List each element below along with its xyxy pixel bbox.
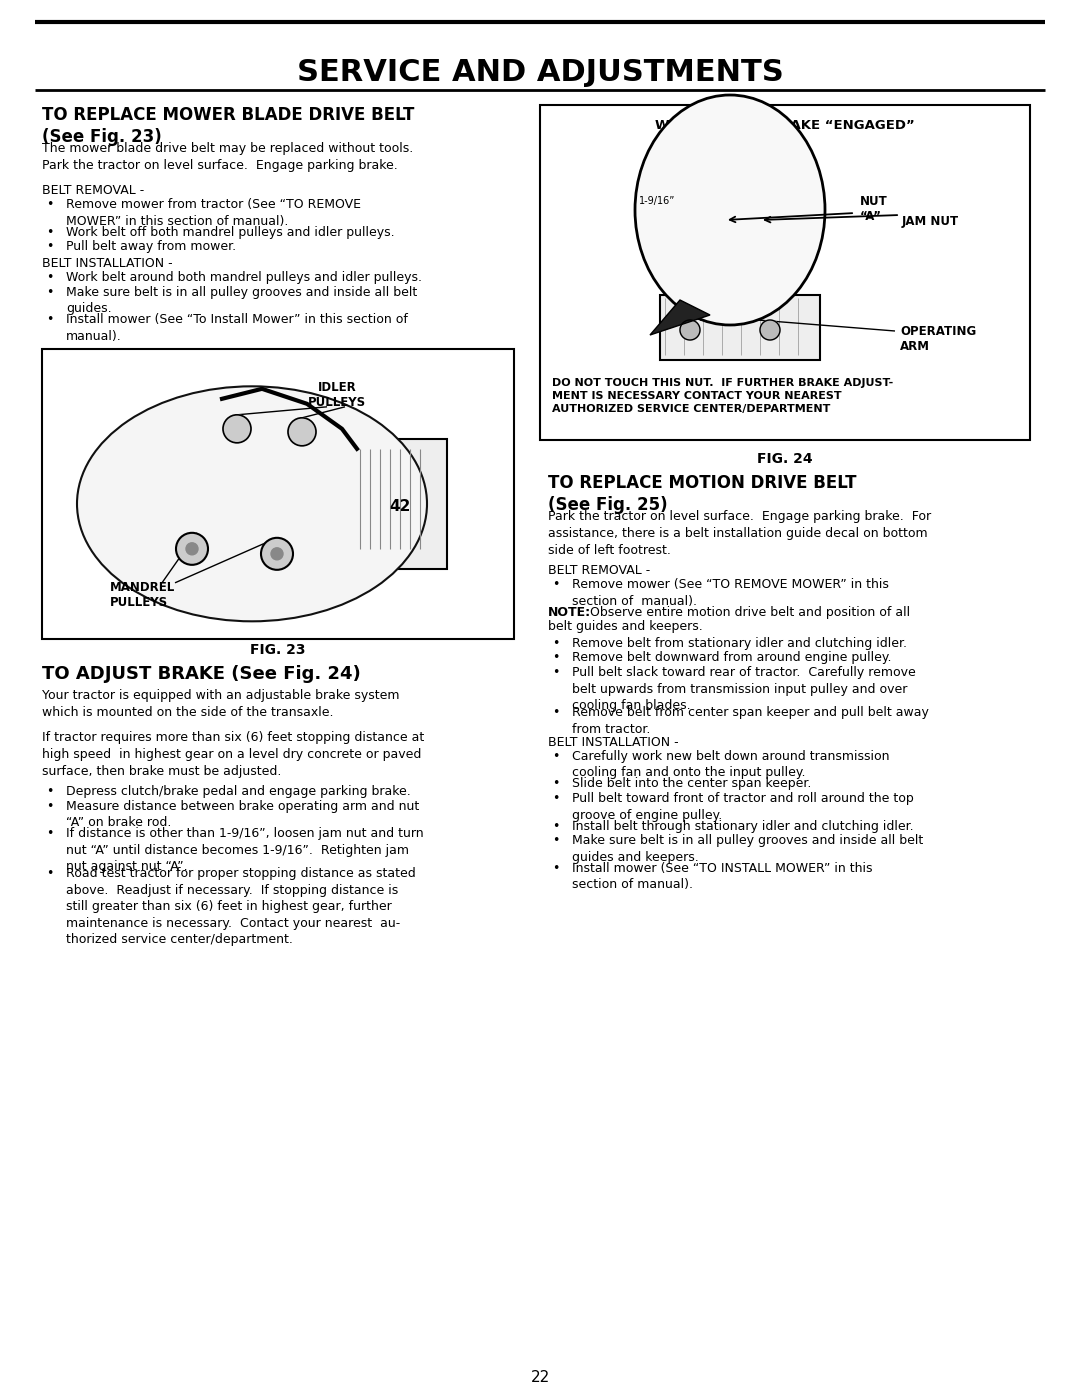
Text: Make sure belt is in all pulley grooves and inside all belt
guides and keepers.: Make sure belt is in all pulley grooves …	[572, 834, 923, 863]
Text: DO NOT TOUCH THIS NUT.  IF FURTHER BRAKE ADJUST-
MENT IS NECESSARY CONTACT YOUR : DO NOT TOUCH THIS NUT. IF FURTHER BRAKE …	[552, 379, 893, 414]
Circle shape	[680, 320, 700, 339]
Text: BELT INSTALLATION -: BELT INSTALLATION -	[548, 736, 678, 749]
Text: •: •	[552, 578, 559, 591]
Text: Road test tractor for proper stopping distance as stated
above.  Readjust if nec: Road test tractor for proper stopping di…	[66, 868, 416, 946]
Circle shape	[222, 415, 251, 443]
Text: Install mower (See “To Install Mower” in this section of
manual).: Install mower (See “To Install Mower” in…	[66, 313, 408, 342]
Bar	[540, 105, 1030, 440]
Text: OPERATING
ARM: OPERATING ARM	[900, 326, 976, 353]
Text: Pull belt away from mower.: Pull belt away from mower.	[66, 240, 237, 253]
Polygon shape	[700, 305, 755, 320]
Text: WITH PARKING BRAKE “ENGAGED”: WITH PARKING BRAKE “ENGAGED”	[656, 119, 915, 131]
Text: Remove belt downward from around engine pulley.: Remove belt downward from around engine …	[572, 651, 891, 664]
Text: MANDREL
PULLEYS: MANDREL PULLEYS	[110, 581, 175, 609]
Text: TO REPLACE MOTION DRIVE BELT
(See Fig. 25): TO REPLACE MOTION DRIVE BELT (See Fig. 2…	[548, 474, 856, 514]
Text: •: •	[552, 834, 559, 848]
Text: •: •	[46, 313, 53, 327]
Bar	[360, 531, 378, 549]
Text: Make sure belt is in all pulley grooves and inside all belt
guides.: Make sure belt is in all pulley grooves …	[66, 286, 417, 316]
Text: •: •	[552, 666, 559, 679]
Text: •: •	[46, 225, 53, 239]
Text: •: •	[552, 820, 559, 833]
Text: Slide belt into the center span keeper.: Slide belt into the center span keeper.	[572, 777, 811, 791]
Text: •: •	[552, 637, 559, 650]
Text: •: •	[46, 785, 53, 798]
Circle shape	[288, 418, 316, 446]
Bar	[660, 295, 820, 360]
Text: Park the tractor on level surface.  Engage parking brake.  For
assistance, there: Park the tractor on level surface. Engag…	[548, 510, 931, 557]
Circle shape	[176, 532, 208, 564]
Circle shape	[271, 548, 283, 560]
Text: Work belt off both mandrel pulleys and idler pulleys.: Work belt off both mandrel pulleys and i…	[66, 225, 394, 239]
Text: BELT REMOVAL -: BELT REMOVAL -	[548, 564, 650, 577]
Bar	[42, 349, 514, 638]
Text: Work belt around both mandrel pulleys and idler pulleys.: Work belt around both mandrel pulleys an…	[66, 271, 422, 284]
Text: Pull belt toward front of tractor and roll around the top
groove of engine pulle: Pull belt toward front of tractor and ro…	[572, 792, 914, 821]
Text: IDLER
PULLEYS: IDLER PULLEYS	[308, 381, 366, 409]
Text: Depress clutch/brake pedal and engage parking brake.: Depress clutch/brake pedal and engage pa…	[66, 785, 410, 798]
Text: •: •	[46, 868, 53, 880]
Text: TO REPLACE MOWER BLADE DRIVE BELT
(See Fig. 23): TO REPLACE MOWER BLADE DRIVE BELT (See F…	[42, 106, 415, 147]
Text: •: •	[46, 198, 53, 211]
Text: •: •	[46, 799, 53, 813]
Text: •: •	[552, 777, 559, 791]
Text: 1-9/16”: 1-9/16”	[638, 196, 675, 205]
Circle shape	[760, 320, 780, 339]
Text: FIG. 24: FIG. 24	[757, 453, 813, 467]
Text: •: •	[46, 286, 53, 299]
Text: Measure distance between brake operating arm and nut
“A” on brake rod.: Measure distance between brake operating…	[66, 799, 419, 828]
Text: TO ADJUST BRAKE (See Fig. 24): TO ADJUST BRAKE (See Fig. 24)	[42, 665, 361, 683]
Text: 22: 22	[530, 1370, 550, 1384]
Text: JAM NUT: JAM NUT	[902, 215, 959, 228]
Text: Your tractor is equipped with an adjustable brake system
which is mounted on the: Your tractor is equipped with an adjusta…	[42, 689, 400, 719]
Text: •: •	[46, 271, 53, 284]
Text: BELT INSTALLATION -: BELT INSTALLATION -	[42, 257, 173, 270]
Text: Install mower (See “TO INSTALL MOWER” in this
section of manual).: Install mower (See “TO INSTALL MOWER” in…	[572, 862, 873, 891]
Ellipse shape	[635, 95, 825, 326]
Text: •: •	[552, 862, 559, 875]
Text: 42: 42	[389, 499, 410, 514]
Polygon shape	[650, 300, 710, 335]
Text: The mower blade drive belt may be replaced without tools.
Park the tractor on le: The mower blade drive belt may be replac…	[42, 142, 414, 172]
Text: Remove mower (See “TO REMOVE MOWER” in this
section of  manual).: Remove mower (See “TO REMOVE MOWER” in t…	[572, 578, 889, 608]
Text: SERVICE AND ADJUSTMENTS: SERVICE AND ADJUSTMENTS	[297, 59, 783, 87]
Bar	[222, 474, 297, 553]
Text: Remove belt from center span keeper and pull belt away
from tractor.: Remove belt from center span keeper and …	[572, 707, 929, 736]
Text: Observe entire motion drive belt and position of all: Observe entire motion drive belt and pos…	[586, 605, 910, 619]
Ellipse shape	[77, 387, 427, 622]
Text: FIG. 23: FIG. 23	[251, 643, 306, 657]
Text: Carefully work new belt down around transmission
cooling fan and onto the input : Carefully work new belt down around tran…	[572, 750, 890, 780]
Text: NUT
“A”: NUT “A”	[860, 196, 888, 224]
Circle shape	[186, 543, 198, 555]
Text: If distance is other than 1-9/16”, loosen jam nut and turn
nut “A” until distanc: If distance is other than 1-9/16”, loose…	[66, 827, 423, 873]
Bar	[357, 439, 447, 569]
Bar	[720, 205, 740, 235]
Bar	[360, 441, 378, 460]
Text: Remove belt from stationary idler and clutching idler.: Remove belt from stationary idler and cl…	[572, 637, 907, 650]
Text: If tractor requires more than six (6) feet stopping distance at
high speed  in h: If tractor requires more than six (6) fe…	[42, 731, 424, 778]
Text: belt guides and keepers.: belt guides and keepers.	[548, 619, 703, 633]
Text: •: •	[46, 827, 53, 840]
Circle shape	[261, 538, 293, 570]
Bar	[750, 210, 778, 231]
Text: NOTE:: NOTE:	[548, 605, 591, 619]
Text: BELT REMOVAL -: BELT REMOVAL -	[42, 184, 145, 197]
Text: •: •	[552, 792, 559, 805]
Text: Pull belt slack toward rear of tractor.  Carefully remove
belt upwards from tran: Pull belt slack toward rear of tractor. …	[572, 666, 916, 712]
Text: •: •	[46, 240, 53, 253]
Text: •: •	[552, 707, 559, 719]
Text: Remove mower from tractor (See “TO REMOVE
MOWER” in this section of manual).: Remove mower from tractor (See “TO REMOV…	[66, 198, 361, 228]
Text: Install belt through stationary idler and clutching idler.: Install belt through stationary idler an…	[572, 820, 914, 833]
Text: •: •	[552, 651, 559, 664]
Text: •: •	[552, 750, 559, 763]
